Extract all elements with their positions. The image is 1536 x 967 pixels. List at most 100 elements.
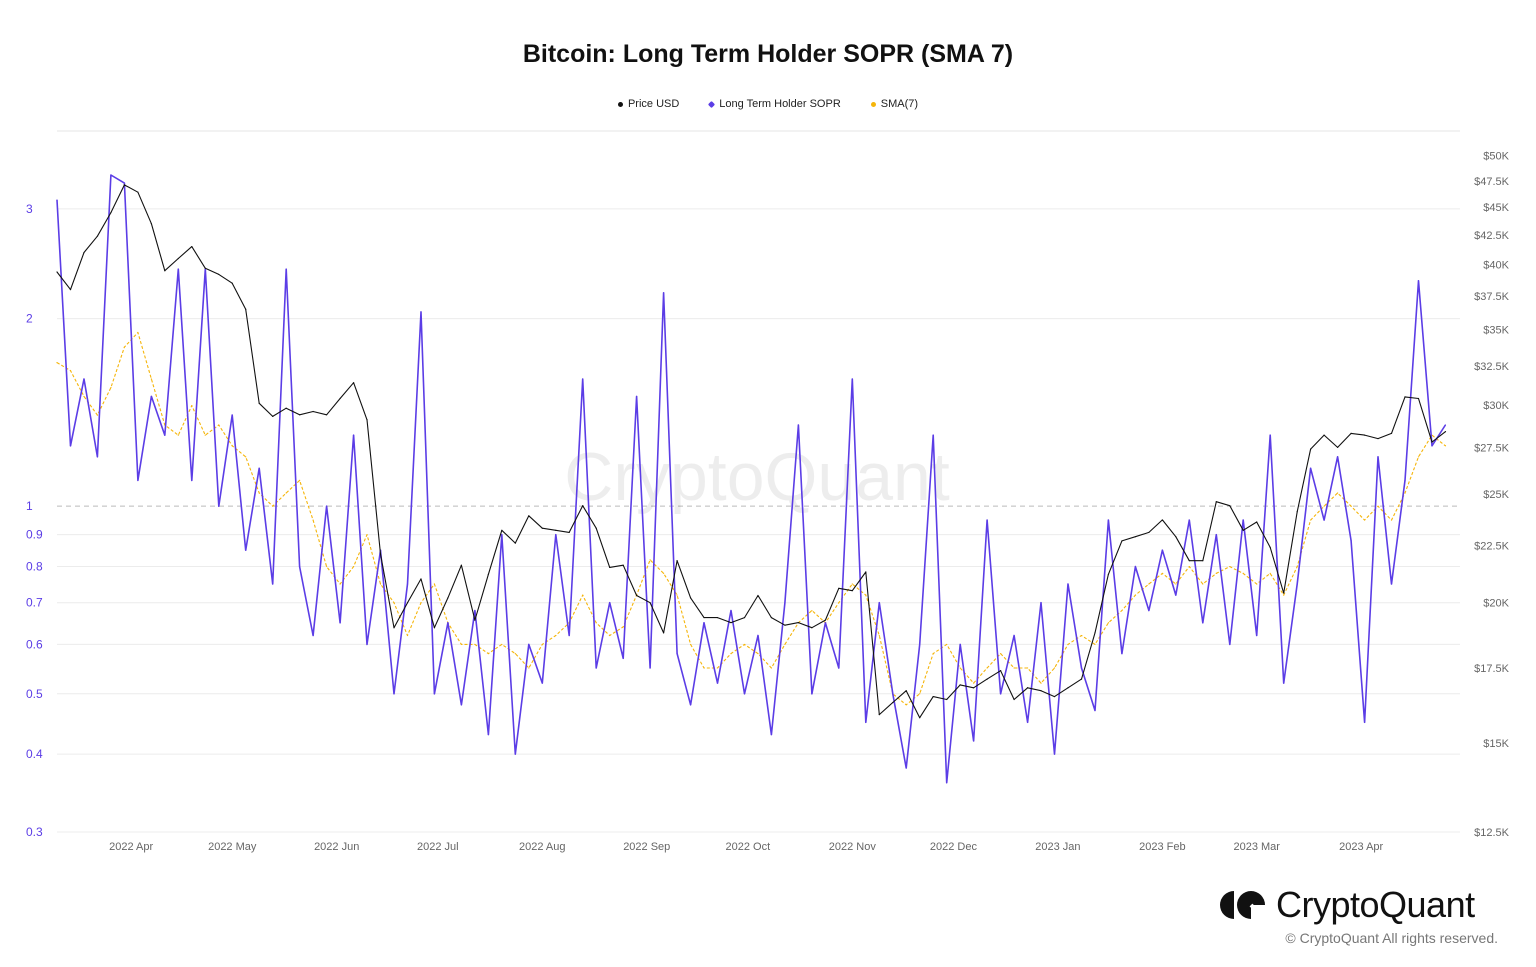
sma-point bbox=[56, 361, 58, 364]
sma-point bbox=[69, 370, 72, 372]
sopr-point bbox=[878, 602, 880, 604]
cryptoquant-logo-icon bbox=[1220, 891, 1265, 919]
sopr-point bbox=[366, 643, 368, 646]
sma-point bbox=[1026, 667, 1029, 669]
sma-point bbox=[1310, 519, 1312, 521]
sma-point bbox=[379, 583, 382, 585]
sma-point bbox=[231, 445, 233, 447]
price-point bbox=[1431, 441, 1433, 443]
sma-point bbox=[1080, 634, 1083, 637]
price-point bbox=[56, 271, 58, 273]
x-axis-tick-label: 2022 May bbox=[208, 841, 257, 853]
sopr-point bbox=[636, 395, 638, 398]
sma-point bbox=[865, 594, 867, 596]
sma-point bbox=[245, 456, 247, 458]
price-point bbox=[1269, 546, 1271, 549]
sma-point bbox=[1161, 572, 1163, 575]
price-point bbox=[770, 616, 773, 619]
sopr-point bbox=[272, 583, 274, 585]
sopr-point bbox=[339, 622, 341, 624]
left-axis-tick-label: 0.3 bbox=[26, 825, 43, 839]
sopr-point bbox=[1215, 534, 1217, 536]
sma-point bbox=[1013, 667, 1015, 669]
sopr-point bbox=[541, 682, 543, 684]
sma-point bbox=[1107, 622, 1110, 624]
sopr-point bbox=[191, 479, 193, 481]
legend-item-price[interactable]: Price USD bbox=[617, 98, 679, 110]
sma-point bbox=[1094, 643, 1096, 646]
right-axis-tick-label: $32.5K bbox=[1474, 361, 1510, 373]
price-point bbox=[379, 553, 382, 555]
sopr-point bbox=[285, 268, 287, 270]
sopr-point bbox=[69, 445, 72, 447]
x-axis-tick-label: 2022 Sep bbox=[623, 841, 670, 853]
price-point bbox=[1256, 521, 1258, 523]
sopr-point bbox=[703, 622, 705, 624]
sopr-point bbox=[1161, 549, 1163, 551]
sma-point bbox=[1444, 445, 1447, 447]
price-point bbox=[110, 211, 112, 214]
right-axis-tick-label: $20K bbox=[1483, 598, 1509, 610]
right-axis-tick-label: $17.5K bbox=[1474, 663, 1510, 675]
price-point bbox=[636, 594, 638, 597]
sma-point bbox=[1202, 583, 1204, 585]
sma-point bbox=[609, 634, 611, 637]
sopr-point bbox=[784, 602, 786, 604]
price-point bbox=[838, 587, 840, 589]
price-point bbox=[824, 619, 826, 621]
sma-point bbox=[433, 583, 436, 585]
price-point bbox=[83, 251, 85, 254]
sopr-point bbox=[743, 693, 746, 695]
price-point bbox=[1067, 687, 1069, 689]
sopr-point bbox=[326, 505, 328, 507]
sopr-point bbox=[1256, 634, 1258, 637]
copyright-text: © CryptoQuant All rights reserved. bbox=[1285, 930, 1498, 946]
sopr-point bbox=[299, 565, 301, 568]
sma-point bbox=[137, 331, 139, 334]
price-point bbox=[703, 616, 705, 619]
price-point bbox=[96, 235, 99, 237]
legend-label-sopr: Long Term Holder SOPR bbox=[719, 98, 841, 110]
price-point bbox=[447, 597, 449, 599]
price-point bbox=[1053, 695, 1056, 698]
sopr-point bbox=[676, 652, 678, 655]
legend-item-sopr[interactable]: Long Term Holder SOPR bbox=[708, 98, 841, 110]
price-point bbox=[366, 419, 368, 421]
right-axis-tick-label: $47.5K bbox=[1474, 176, 1510, 188]
price-point bbox=[312, 410, 314, 413]
sopr-point bbox=[1296, 583, 1298, 585]
right-axis-tick-label: $35K bbox=[1483, 325, 1509, 337]
price-point bbox=[245, 308, 247, 310]
sma-point bbox=[730, 652, 732, 655]
right-axis-tick-label: $27.5K bbox=[1474, 442, 1510, 454]
price-point bbox=[676, 560, 678, 562]
price-point bbox=[393, 627, 395, 629]
sopr-point bbox=[838, 667, 840, 669]
sopr-point bbox=[1175, 594, 1177, 596]
sma-point bbox=[743, 643, 746, 646]
sopr-point bbox=[528, 643, 530, 646]
price-point bbox=[1013, 698, 1015, 701]
sopr-point bbox=[1134, 565, 1136, 568]
sopr-point bbox=[56, 199, 58, 201]
price-point bbox=[1390, 432, 1393, 434]
price-point bbox=[1094, 632, 1096, 634]
x-axis-tick-label: 2023 Feb bbox=[1139, 841, 1185, 853]
sma-point bbox=[1053, 667, 1056, 669]
x-axis-tick-label: 2023 Jan bbox=[1035, 841, 1080, 853]
left-axis-tick-label: 0.9 bbox=[26, 528, 43, 542]
sopr-point bbox=[946, 782, 948, 784]
sma-point bbox=[946, 643, 948, 646]
price-point bbox=[1283, 592, 1285, 594]
x-axis-tick-label: 2022 Jun bbox=[314, 841, 359, 853]
price-point bbox=[1444, 431, 1447, 433]
sma-point bbox=[501, 643, 503, 646]
sopr-point bbox=[474, 609, 476, 612]
sma-point bbox=[1242, 572, 1244, 575]
sopr-point bbox=[609, 602, 611, 604]
legend-item-sma[interactable]: SMA(7) bbox=[870, 98, 918, 110]
sma-point bbox=[663, 572, 665, 575]
right-axis-tick-label: $42.5K bbox=[1474, 230, 1510, 242]
sopr-point bbox=[905, 767, 907, 769]
sma-point bbox=[851, 583, 853, 585]
